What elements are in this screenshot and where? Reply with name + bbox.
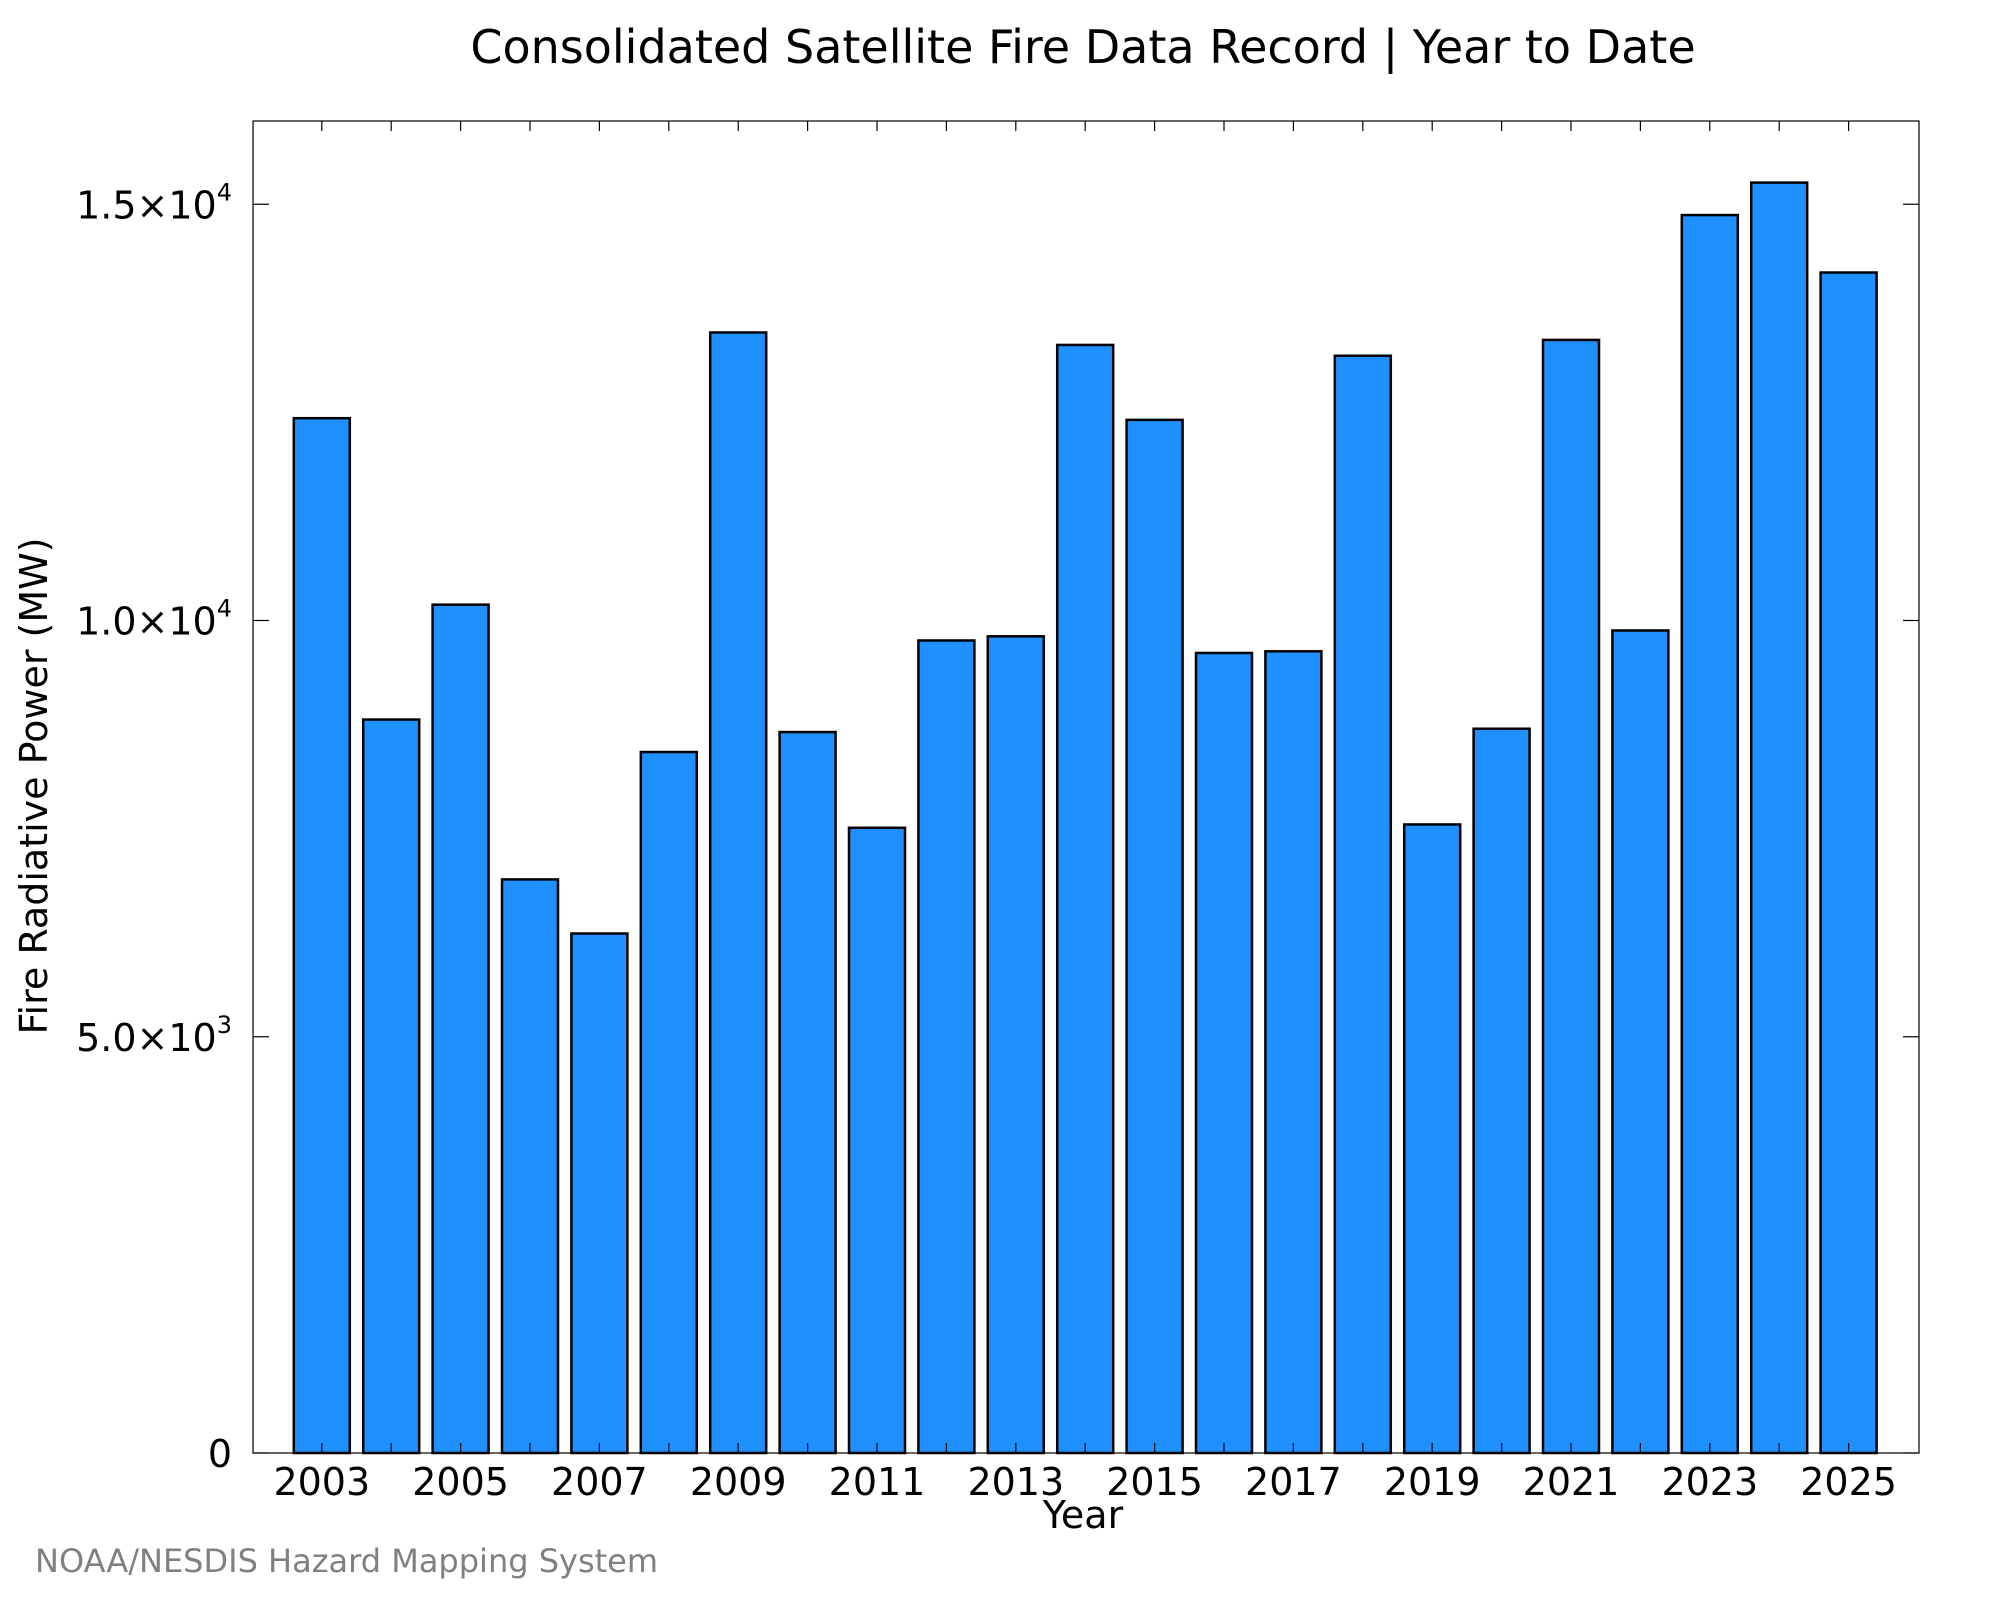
x-tick-label-2005: 2005: [412, 1460, 509, 1504]
bar-2004: [361, 718, 421, 1455]
bar-2007: [570, 932, 629, 1455]
bar-2022: [1611, 629, 1670, 1455]
x-tick-label-2015: 2015: [1106, 1460, 1203, 1504]
x-tick-label-2007: 2007: [551, 1460, 648, 1504]
x-tick-label-2025: 2025: [1800, 1460, 1897, 1504]
x-tick-label-2009: 2009: [690, 1460, 787, 1504]
bar-2008: [639, 750, 699, 1455]
chart-title: Consolidated Satellite Fire Data Record …: [470, 20, 1695, 75]
x-tick-label-2019: 2019: [1384, 1460, 1481, 1504]
y-tick-label-0: 0: [208, 1432, 232, 1476]
bar-2011: [847, 826, 907, 1455]
bar-2017: [1264, 650, 1323, 1455]
bar-2010: [778, 730, 837, 1455]
bar-2018: [1333, 354, 1393, 1455]
y-tick-label-5000: 5.0×103: [76, 1011, 232, 1060]
y-tick-label-10000: 1.0×104: [76, 595, 232, 644]
bar-2023: [1680, 213, 1740, 1455]
bar-2020: [1472, 727, 1531, 1455]
credit-text: NOAA/NESDIS Hazard Mapping System: [35, 1542, 658, 1580]
bar-2025: [1819, 271, 1878, 1455]
x-tick-label-2023: 2023: [1661, 1460, 1758, 1504]
bar-2005: [431, 603, 490, 1455]
plot-area: 2003 2005 2007 2009 2011 2013 2015 2017 2019 2021…: [76, 120, 1920, 1504]
y-axis-label: Fire Radiative Power (MW): [12, 537, 56, 1034]
x-tick-label-2017: 2017: [1245, 1460, 1342, 1504]
bar-2009: [708, 331, 768, 1455]
y-tick-label-15000: 1.5×104: [76, 178, 232, 227]
x-tick-label-2011: 2011: [829, 1460, 926, 1504]
bar-2016: [1194, 651, 1254, 1455]
bar-2014: [1055, 343, 1115, 1455]
bar-2013: [986, 635, 1046, 1455]
bar-2024: [1749, 181, 1809, 1455]
bar-2015: [1125, 418, 1184, 1455]
x-tick-label-2003: 2003: [273, 1460, 370, 1504]
bar-2021: [1541, 338, 1601, 1455]
x-tick-label-2013: 2013: [967, 1460, 1064, 1504]
x-axis-label: Year: [1042, 1493, 1124, 1537]
bar-2006: [500, 878, 560, 1455]
bar-2003: [292, 416, 352, 1455]
x-tick-label-2021: 2021: [1523, 1460, 1620, 1504]
bar-2019: [1402, 823, 1462, 1455]
bar-2012: [917, 639, 976, 1455]
